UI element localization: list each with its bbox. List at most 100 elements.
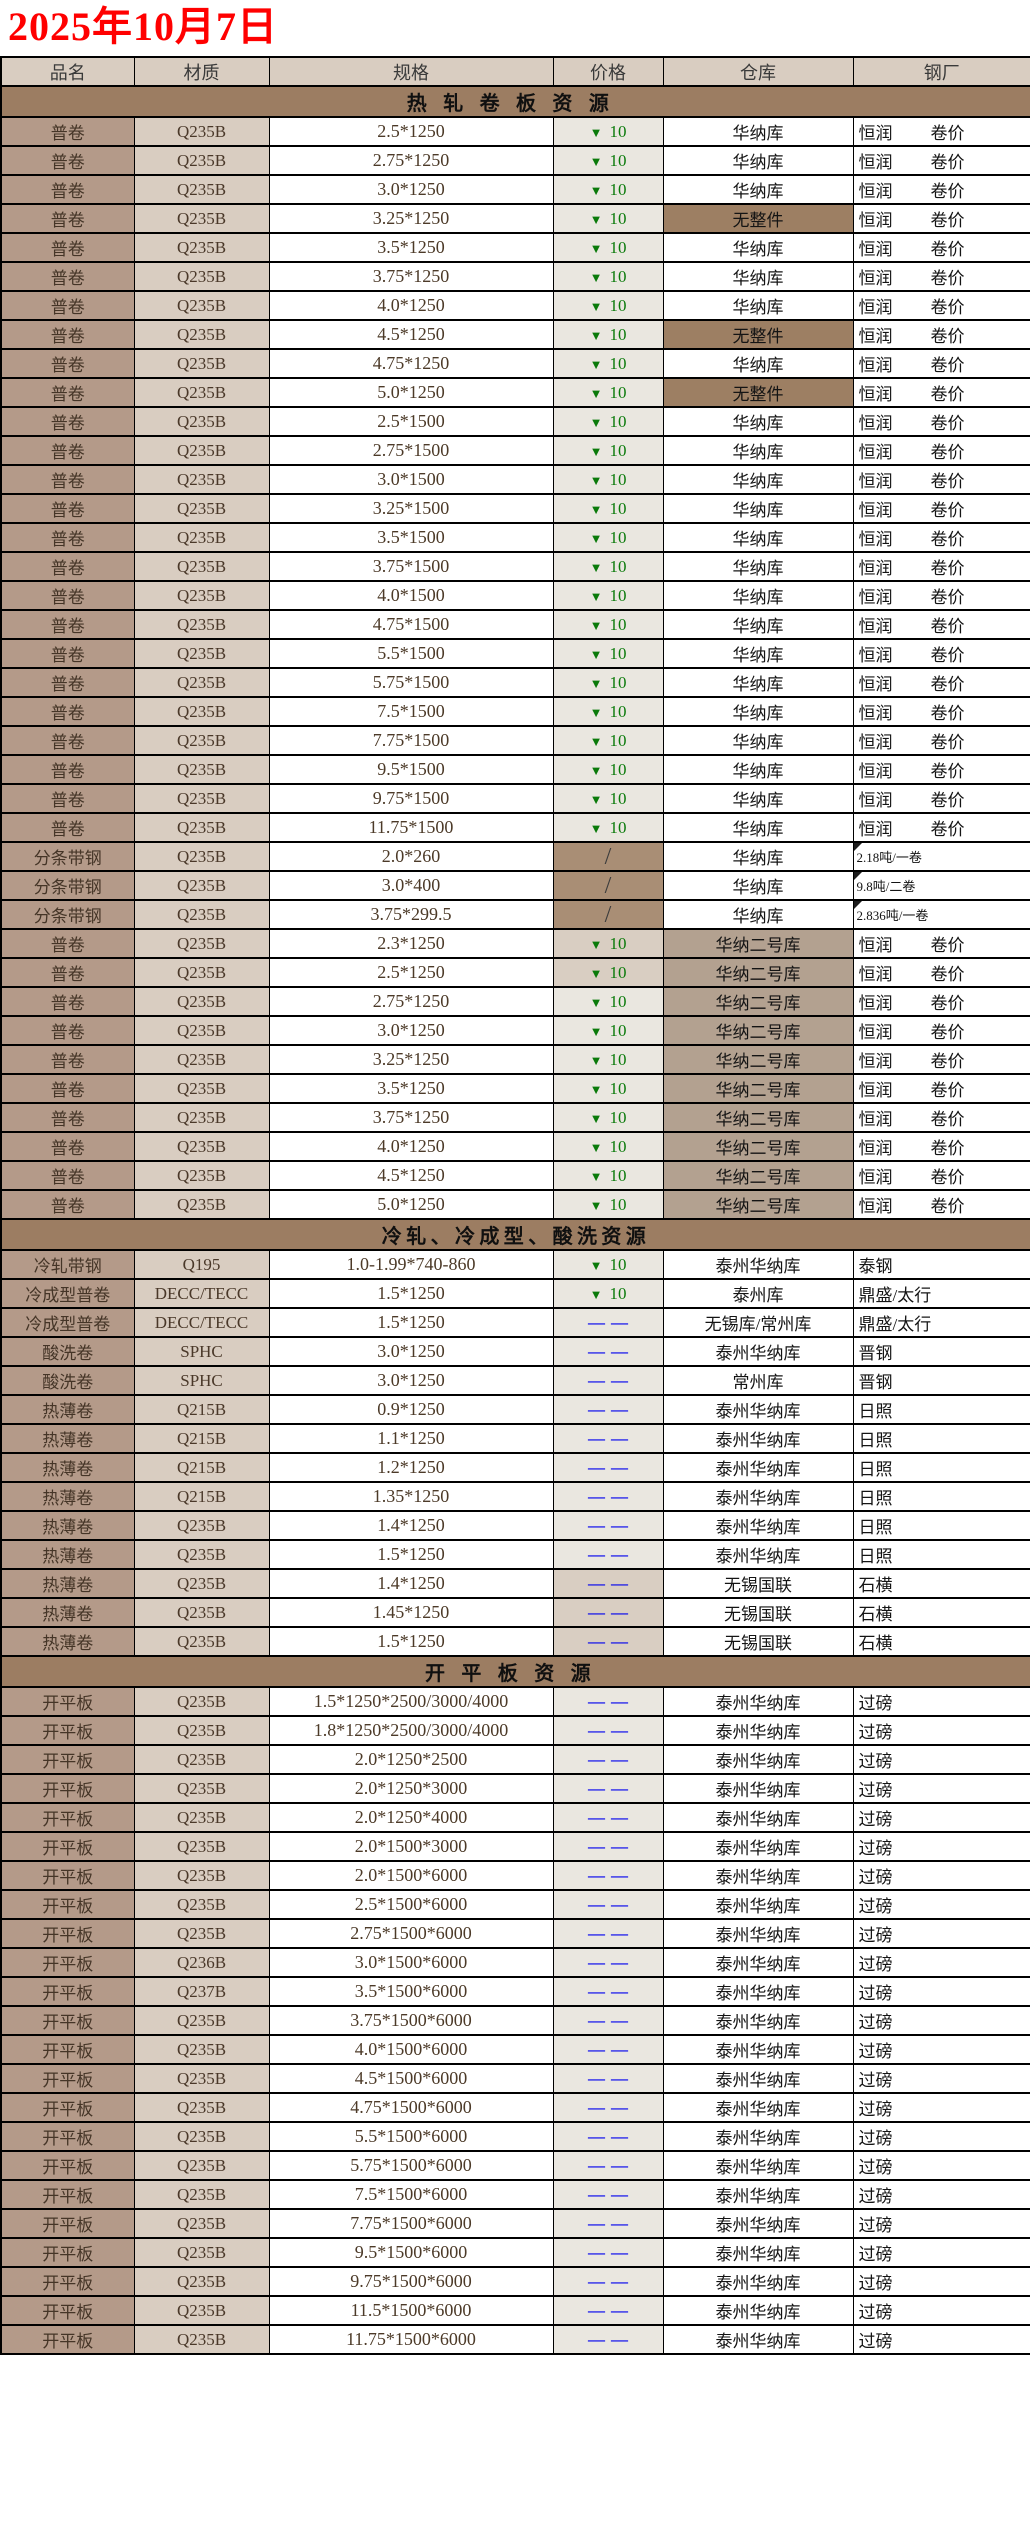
mill-cell: 过磅	[852, 2179, 1030, 2210]
material-cell: Q235B	[133, 1626, 270, 1657]
mill-cell: 过磅	[852, 1831, 1030, 1862]
price-dash: ——	[588, 1312, 634, 1332]
table-row: 分条带钢 Q235B 3.75*299.5 / 华纳库 2.836吨/一卷	[0, 899, 1030, 930]
table-row: 酸洗卷 SPHC 3.0*1250 —— 常州库 晋钢	[0, 1365, 1030, 1396]
mill-cell: 恒润 卷价	[852, 406, 1030, 437]
material-cell: Q235B	[133, 609, 270, 640]
warehouse-cell: 华纳二号库	[662, 1073, 854, 1104]
mill-name: 恒润	[858, 994, 893, 1013]
price-cell: ——	[552, 1831, 664, 1862]
mill-cell: 恒润 卷价	[852, 261, 1030, 292]
mill-name: 鼎盛/太行	[858, 1315, 932, 1334]
mill-name: 恒润	[858, 617, 893, 636]
mill-cell: 过磅	[852, 2005, 1030, 2036]
price-dash: ——	[588, 1807, 634, 1827]
mill-cell: 过磅	[852, 2324, 1030, 2355]
material-cell: Q235B	[133, 116, 270, 147]
mill-price-type: 卷价	[930, 704, 965, 723]
price-change-value: 10	[609, 179, 627, 199]
price-cell: ▼ 10	[552, 1249, 664, 1280]
warehouse-cell: 无锡库/常州库	[662, 1307, 854, 1338]
product-cell: 普卷	[0, 754, 135, 785]
price-down-icon: ▼	[589, 472, 603, 488]
material-cell: Q235B	[133, 1015, 270, 1046]
price-cell: ——	[552, 1568, 664, 1599]
price-dash: ——	[588, 2068, 634, 2088]
warehouse-cell: 泰州华纳库	[662, 2005, 854, 2036]
material-cell: Q235B	[133, 754, 270, 785]
mill-cell: 恒润 卷价	[852, 435, 1030, 466]
price-cell: /	[552, 899, 664, 930]
material-cell: Q235B	[133, 1102, 270, 1133]
product-cell: 普卷	[0, 696, 135, 727]
col-header-mill: 钢厂	[852, 56, 1030, 87]
price-cell: ——	[552, 2237, 664, 2268]
material-cell: Q235B	[133, 1715, 270, 1746]
spec-cell: 4.75*1500*6000	[268, 2092, 554, 2123]
steel-price-table: 品名 材质 规格 价格 仓库 钢厂 热轧卷板资源 普卷 Q235B 2.5*1250 ▼…	[0, 56, 1030, 2355]
spec-cell: 1.4*1250	[268, 1510, 554, 1541]
warehouse-cell: 华纳库	[662, 638, 854, 669]
price-change-value: 10	[609, 237, 627, 257]
warehouse-cell: 泰州华纳库	[662, 2237, 854, 2268]
mill-price-type: 卷价	[930, 327, 965, 346]
material-cell: Q215B	[133, 1481, 270, 1512]
price-cell: ▼ 10	[552, 609, 664, 640]
product-cell: 普卷	[0, 145, 135, 176]
mill-cell: 鼎盛/太行	[852, 1278, 1030, 1309]
product-cell: 普卷	[0, 464, 135, 495]
price-dash: ——	[588, 1865, 634, 1885]
mill-cell: 日照	[852, 1394, 1030, 1425]
mill-cell: 恒润 卷价	[852, 986, 1030, 1017]
price-cell: ——	[552, 1423, 664, 1454]
spec-cell: 4.5*1500*6000	[268, 2063, 554, 2094]
spec-cell: 5.75*1500*6000	[268, 2150, 554, 2181]
mill-price-type: 卷价	[930, 1110, 965, 1129]
mill-cell: 恒润 卷价	[852, 1044, 1030, 1075]
price-down-icon: ▼	[589, 501, 603, 517]
product-cell: 普卷	[0, 667, 135, 698]
spec-cell: 1.2*1250	[268, 1452, 554, 1483]
mill-cell: 2.18吨/一卷	[852, 841, 1030, 872]
spec-cell: 4.5*1250	[268, 1160, 554, 1191]
material-cell: Q215B	[133, 1394, 270, 1425]
mill-price-type: 卷价	[930, 269, 965, 288]
price-cell: ——	[552, 1481, 664, 1512]
mill-price-type: 卷价	[930, 617, 965, 636]
warehouse-cell: 华纳库	[662, 609, 854, 640]
price-down-icon: ▼	[589, 1257, 603, 1273]
mill-price-type: 卷价	[930, 762, 965, 781]
section-header-row: 热轧卷板资源	[0, 85, 1030, 118]
price-change-value: 10	[609, 701, 627, 721]
product-cell: 普卷	[0, 1189, 135, 1220]
table-row: 普卷 Q235B 3.25*1250 ▼ 10 华纳二号库 恒润 卷价	[0, 1044, 1030, 1075]
col-header-warehouse: 仓库	[662, 56, 854, 87]
product-cell: 热薄卷	[0, 1423, 135, 1454]
table-row: 分条带钢 Q235B 2.0*260 / 华纳库 2.18吨/一卷	[0, 841, 1030, 872]
mill-name: 过磅	[858, 1926, 893, 1945]
warehouse-cell: 华纳库	[662, 116, 854, 147]
spec-cell: 2.5*1500*6000	[268, 1889, 554, 1920]
price-cell: ▼ 10	[552, 1278, 664, 1309]
product-cell: 开平板	[0, 1686, 135, 1717]
mill-price-type: 卷价	[930, 1052, 965, 1071]
product-cell: 热薄卷	[0, 1452, 135, 1483]
mill-cell: 恒润 卷价	[852, 116, 1030, 147]
product-cell: 普卷	[0, 116, 135, 147]
table-row: 开平板 Q235B 1.8*1250*2500/3000/4000 —— 泰州华纳库 过磅	[0, 1715, 1030, 1746]
material-cell: Q235B	[133, 667, 270, 698]
mill-name: 鼎盛/太行	[858, 1286, 932, 1305]
product-cell: 热薄卷	[0, 1481, 135, 1512]
mill-cell: 恒润 卷价	[852, 377, 1030, 408]
material-cell: Q235B	[133, 1918, 270, 1949]
product-cell: 普卷	[0, 1131, 135, 1162]
price-dash: ——	[588, 1981, 634, 2001]
table-row: 开平板 Q235B 2.0*1500*3000 —— 泰州华纳库 过磅	[0, 1831, 1030, 1862]
mill-price-type: 卷价	[930, 472, 965, 491]
product-cell: 普卷	[0, 1015, 135, 1046]
mill-cell: 恒润 卷价	[852, 551, 1030, 582]
price-change-value: 10	[609, 991, 627, 1011]
table-row: 普卷 Q235B 3.75*1500 ▼ 10 华纳库 恒润 卷价	[0, 551, 1030, 582]
mill-name: 过磅	[858, 2332, 893, 2351]
product-cell: 冷成型普卷	[0, 1278, 135, 1309]
